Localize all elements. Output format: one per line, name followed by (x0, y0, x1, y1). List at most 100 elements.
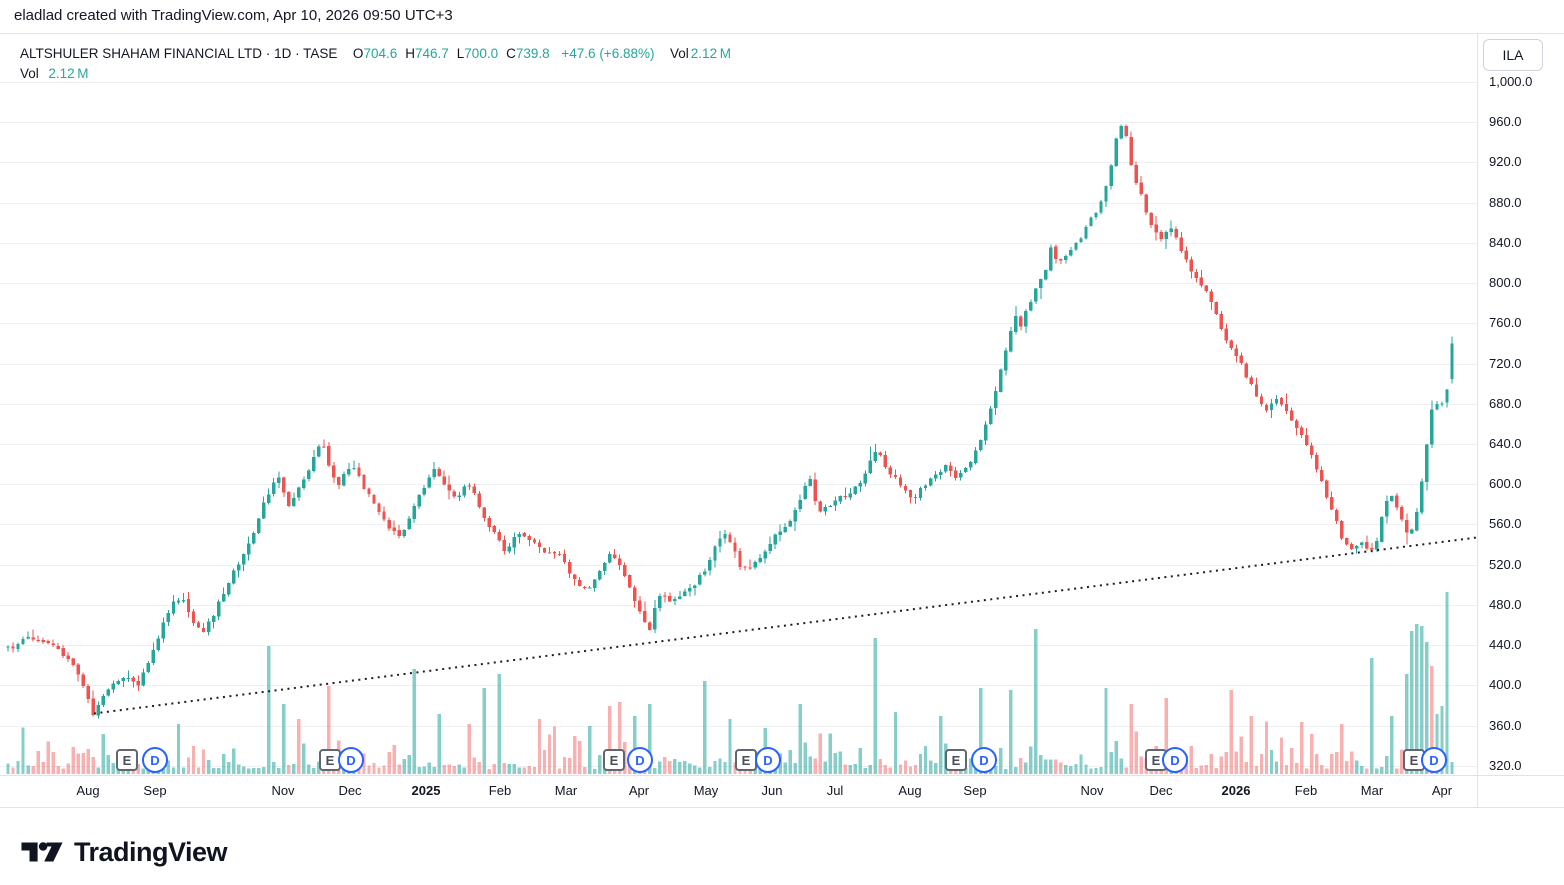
candle-body (898, 477, 903, 486)
candle-body (76, 664, 80, 675)
tradingview-logo[interactable]: TradingView (20, 836, 228, 868)
candle-body (257, 518, 261, 533)
candle-body (532, 539, 537, 543)
candle-body (623, 564, 627, 576)
candle-body (1355, 545, 1359, 549)
dividend-marker[interactable]: D (142, 747, 168, 773)
candle-body (432, 468, 436, 477)
candle-body (442, 476, 446, 485)
time-axis-label: Feb (488, 783, 512, 798)
candle-body (1199, 277, 1203, 286)
candle-body (638, 600, 642, 612)
candle-body (1284, 404, 1289, 411)
candle-body (96, 705, 100, 716)
price-tick-label: 840.0 (1489, 234, 1522, 250)
candle-body (1229, 340, 1234, 349)
candle-body (668, 595, 672, 602)
candle-body (1119, 125, 1123, 139)
candle-body (964, 468, 968, 473)
dividend-marker[interactable]: D (627, 747, 653, 773)
grid-lines (0, 82, 1477, 767)
candle-body (1249, 377, 1254, 385)
candle-body (1134, 164, 1138, 183)
trendline-dotted[interactable] (93, 536, 1478, 715)
candle-body (698, 575, 702, 585)
candle-body (1365, 542, 1369, 549)
candle-body (247, 543, 251, 555)
candle-body (382, 511, 386, 520)
candle-body (603, 563, 607, 572)
candle-body (91, 698, 95, 715)
candle-body (1420, 481, 1424, 513)
candle-body (1204, 285, 1208, 291)
legend-separator: · (265, 46, 271, 61)
candle-body (948, 465, 953, 471)
candle-body (447, 484, 451, 491)
candle-body (883, 454, 888, 468)
candle-body (913, 496, 918, 498)
candle-body (1445, 389, 1449, 403)
earnings-marker[interactable]: E (735, 749, 757, 771)
candle-body (1024, 311, 1028, 327)
candle-body (1209, 291, 1213, 303)
candle-body (713, 546, 717, 561)
candle-body (457, 495, 461, 498)
candle-body (166, 613, 171, 623)
candle-body (1289, 410, 1294, 421)
price-tick-label: 920.0 (1489, 154, 1522, 170)
candle-body (206, 621, 211, 633)
candle-body (512, 536, 517, 548)
candle-body (312, 456, 316, 472)
candle-body (663, 595, 667, 597)
candle-body (61, 648, 65, 656)
ohlc-label: O (352, 46, 364, 61)
candle-body (608, 554, 612, 563)
candle-body (216, 601, 221, 617)
candle-body (843, 495, 847, 497)
candle-body (392, 527, 396, 531)
candle-body (1299, 427, 1304, 436)
candle-body (1314, 454, 1319, 470)
candle-body (928, 478, 933, 486)
candle-body (1039, 279, 1043, 289)
ohlc-label: C (506, 46, 516, 61)
earnings-marker[interactable]: E (603, 749, 625, 771)
candle-body (1084, 226, 1088, 239)
legend-volume-row[interactable]: Vol 2.12 M (20, 64, 731, 83)
ohlc-value: 746.7 (414, 46, 449, 61)
candle-body (1440, 403, 1444, 405)
candle-body (221, 594, 226, 602)
legend-separator: · (295, 46, 300, 61)
candle-body (467, 485, 471, 487)
dividend-marker[interactable]: D (1162, 747, 1188, 773)
candle-body (853, 486, 857, 495)
candle-body (151, 649, 156, 663)
candle-body (357, 467, 361, 476)
candle-body (938, 472, 943, 475)
candle-body (272, 482, 276, 494)
legend-symbol-row[interactable]: ALTSHULER SHAHAM FINANCIAL LTD · 1D · TA… (20, 44, 731, 63)
ohlc-values: O704.6 H746.7 L700.0 C739.8 (353, 46, 558, 61)
candle-body (226, 583, 231, 595)
candle-body (773, 534, 777, 545)
dividend-marker[interactable]: D (338, 747, 364, 773)
dividend-marker[interactable]: D (755, 747, 781, 773)
candle-body (1244, 363, 1249, 378)
candle-body (106, 689, 110, 696)
earnings-marker[interactable]: E (116, 749, 138, 771)
candle-body (823, 507, 827, 512)
candle-body (1054, 246, 1058, 259)
candle-body (211, 616, 216, 622)
dividend-marker[interactable]: D (971, 747, 997, 773)
candle-body (848, 493, 852, 498)
dividend-marker[interactable]: D (1421, 747, 1447, 773)
time-axis-label: Mar (1360, 783, 1384, 798)
candle-body (136, 681, 141, 686)
candle-body (999, 369, 1003, 392)
candle-body (1059, 259, 1063, 261)
candle-body (923, 485, 928, 488)
earnings-marker[interactable]: E (945, 749, 967, 771)
candle-body (758, 558, 762, 563)
candle-body (252, 533, 256, 544)
